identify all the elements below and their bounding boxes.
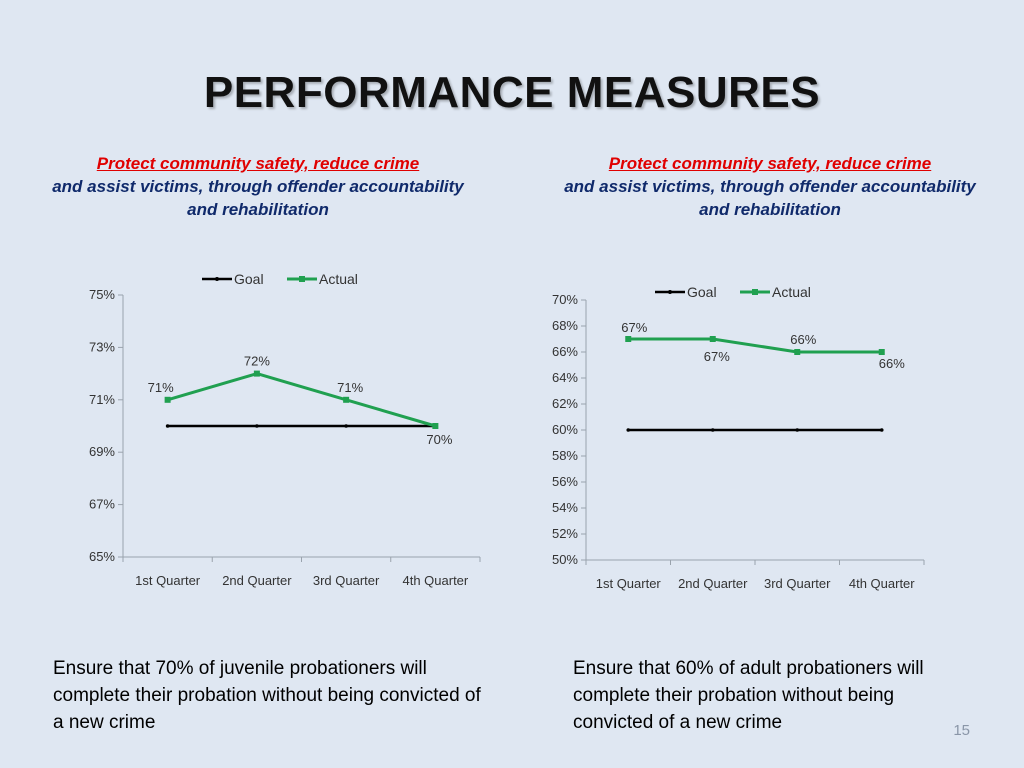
data-label: 72% (244, 354, 270, 369)
goal-point (626, 428, 631, 432)
legend-swatch-marker (668, 290, 672, 294)
right-subtitle-blue: and assist victims, through offender acc… (564, 177, 976, 219)
page-number: 15 (953, 722, 970, 739)
y-tick-label: 71% (89, 392, 115, 407)
actual-series-line (167, 372, 436, 428)
actual-point (794, 349, 801, 355)
data-label: 67% (621, 320, 647, 335)
data-label: 71% (337, 380, 363, 395)
actual-point (432, 423, 439, 429)
data-label: 71% (148, 380, 174, 395)
adult-chart: 50% 52% 54% 56% 58% 60% 62% 64% 66% 68% 70% 1st Qua… (552, 284, 925, 591)
data-label: 67% (704, 349, 730, 364)
y-tick-label: 62% (552, 396, 578, 411)
y-tick-label: 52% (552, 526, 578, 541)
x-tick-label: 3rd Quarter (313, 573, 380, 588)
y-tick-label: 56% (552, 474, 578, 489)
goal-point (255, 424, 259, 428)
x-tick-label: 3rd Quarter (764, 576, 831, 591)
data-label: 66% (879, 356, 905, 371)
actual-series-line (628, 337, 882, 354)
data-label: 70% (426, 432, 452, 447)
y-tick-label: 60% (552, 422, 578, 437)
y-tick-label: 69% (89, 444, 115, 459)
x-tick-label: 4th Quarter (402, 573, 468, 588)
goal-point (879, 428, 884, 432)
goal-point (344, 424, 348, 428)
left-caption: Ensure that 70% of juvenile probationers… (53, 658, 481, 733)
y-tick-label: 64% (552, 370, 578, 385)
actual-point (709, 336, 716, 342)
x-tick-label: 4th Quarter (849, 576, 915, 591)
legend-label: Actual (772, 284, 811, 300)
slide-title: PERFORMANCE MEASURES (203, 68, 821, 117)
legend-swatch-marker (299, 276, 305, 282)
x-tick-label: 1st Quarter (596, 576, 662, 591)
x-tick-label: 2nd Quarter (678, 576, 748, 591)
legend-label: Goal (687, 284, 717, 300)
actual-point (625, 336, 632, 342)
x-tick-label: 2nd Quarter (222, 573, 292, 588)
legend-swatch-marker (215, 277, 219, 281)
y-tick-label: 67% (89, 497, 115, 512)
y-tick-label: 50% (552, 552, 578, 567)
y-tick-label: 58% (552, 448, 578, 463)
y-tick-label: 66% (552, 344, 578, 359)
y-tick-label: 65% (89, 549, 115, 564)
right-caption: Ensure that 60% of adult probationers wi… (573, 658, 924, 733)
right-subtitle-red: Protect community safety, reduce crime (608, 154, 932, 173)
y-tick-label: 68% (552, 318, 578, 333)
y-tick-label: 75% (89, 287, 115, 302)
left-subtitle: Protect community safety, reduce crime a… (48, 152, 468, 221)
y-tick-label: 73% (89, 339, 115, 354)
juvenile-chart: 65% 67% 69% 71% 73% 75% 1st Quarter 2nd Quarter… (89, 271, 481, 588)
goal-point (165, 424, 170, 428)
legend-label: Actual (319, 271, 358, 287)
actual-point (164, 396, 171, 403)
x-tick-label: 1st Quarter (135, 573, 201, 588)
y-tick-label: 54% (552, 500, 578, 515)
legend-label: Goal (234, 271, 264, 287)
legend-swatch-marker (752, 289, 758, 295)
actual-point (343, 396, 350, 403)
actual-point (878, 349, 885, 355)
goal-point (795, 428, 800, 432)
left-subtitle-red: Protect community safety, reduce crime (96, 154, 420, 173)
data-label: 66% (790, 332, 816, 347)
y-tick-label: 70% (552, 292, 578, 307)
actual-point (253, 370, 260, 377)
goal-point (710, 428, 715, 432)
right-subtitle: Protect community safety, reduce crime a… (560, 152, 980, 221)
left-subtitle-blue: and assist victims, through offender acc… (52, 177, 464, 219)
